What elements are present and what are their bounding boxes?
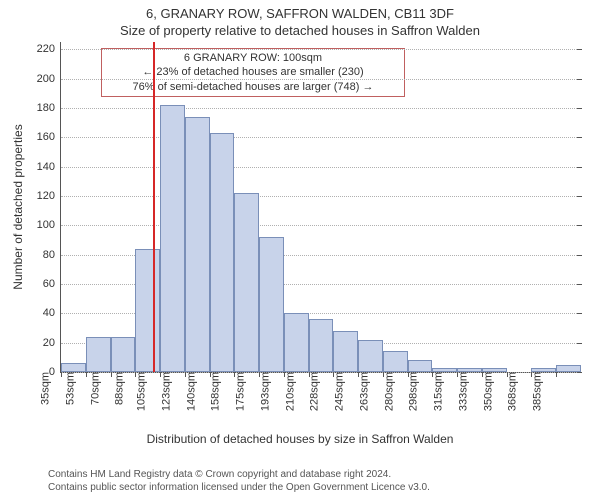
x-tick-label: 315sqm — [431, 372, 445, 411]
plot-area: 6 GRANARY ROW: 100sqm ← 23% of detached … — [60, 42, 581, 373]
x-tick-label: 123sqm — [158, 372, 172, 411]
chart-title-2: Size of property relative to detached ho… — [0, 23, 600, 38]
y-axis-label: Number of detached properties — [11, 107, 25, 307]
x-tick-label: 210sqm — [282, 372, 296, 411]
y-tick-mark — [577, 49, 582, 50]
x-tick-label: 35sqm — [37, 372, 51, 405]
histogram-bar — [259, 237, 284, 372]
x-tick-label: 245sqm — [332, 372, 346, 411]
y-tick-mark — [577, 137, 582, 138]
x-tick-label: 88sqm — [112, 372, 126, 405]
x-tick-label: 193sqm — [257, 372, 271, 411]
histogram-bar — [86, 337, 111, 372]
y-tick-mark — [577, 196, 582, 197]
x-tick-label: 263sqm — [356, 372, 370, 411]
x-tick-label: 385sqm — [530, 372, 544, 411]
histogram-bar — [333, 331, 358, 372]
histogram-bar — [111, 337, 136, 372]
y-tick-label: 140 — [37, 161, 61, 173]
chart-container: 6, GRANARY ROW, SAFFRON WALDEN, CB11 3DF… — [0, 0, 600, 500]
gridline — [61, 225, 581, 226]
y-tick-mark — [577, 372, 582, 373]
gridline — [61, 108, 581, 109]
gridline — [61, 79, 581, 80]
y-tick-label: 180 — [37, 102, 61, 114]
histogram-bar — [383, 351, 408, 372]
annotation-box: 6 GRANARY ROW: 100sqm ← 23% of detached … — [101, 48, 405, 97]
x-tick-label: 368sqm — [505, 372, 519, 411]
y-tick-mark — [577, 108, 582, 109]
y-tick-label: 120 — [37, 190, 61, 202]
y-tick-label: 200 — [37, 73, 61, 85]
x-tick-mark — [556, 372, 557, 377]
x-tick-label: 105sqm — [133, 372, 147, 411]
y-tick-mark — [577, 343, 582, 344]
x-tick-label: 350sqm — [480, 372, 494, 411]
x-axis-label: Distribution of detached houses by size … — [0, 432, 600, 446]
footer-line-2: Contains public sector information licen… — [48, 481, 430, 494]
histogram-bar — [61, 363, 86, 372]
reference-line — [153, 42, 155, 372]
annotation-line-3: 76% of semi-detached houses are larger (… — [108, 80, 398, 94]
y-tick-mark — [577, 313, 582, 314]
histogram-bar — [358, 340, 383, 372]
histogram-bar — [135, 249, 160, 372]
x-tick-label: 175sqm — [233, 372, 247, 411]
y-tick-mark — [577, 225, 582, 226]
y-tick-mark — [577, 79, 582, 80]
y-tick-mark — [577, 255, 582, 256]
histogram-bar — [556, 365, 581, 372]
x-tick-label: 280sqm — [381, 372, 395, 411]
y-tick-label: 100 — [37, 219, 61, 231]
y-tick-mark — [577, 284, 582, 285]
gridline — [61, 137, 581, 138]
chart-title-1: 6, GRANARY ROW, SAFFRON WALDEN, CB11 3DF — [0, 6, 600, 21]
gridline — [61, 167, 581, 168]
y-tick-label: 220 — [37, 43, 61, 55]
x-tick-label: 158sqm — [208, 372, 222, 411]
annotation-line-1: 6 GRANARY ROW: 100sqm — [108, 51, 398, 65]
x-tick-label: 333sqm — [455, 372, 469, 411]
y-tick-label: 40 — [43, 307, 61, 319]
x-tick-label: 70sqm — [87, 372, 101, 405]
y-tick-label: 20 — [43, 337, 61, 349]
histogram-bar — [234, 193, 259, 372]
histogram-bar — [210, 133, 235, 372]
y-tick-label: 80 — [43, 249, 61, 261]
gridline — [61, 196, 581, 197]
x-tick-label: 228sqm — [307, 372, 321, 411]
histogram-bar — [309, 319, 334, 372]
x-tick-label: 298sqm — [406, 372, 420, 411]
footer: Contains HM Land Registry data © Crown c… — [48, 468, 430, 494]
histogram-bar — [185, 117, 210, 372]
y-tick-label: 60 — [43, 278, 61, 290]
histogram-bar — [408, 360, 433, 372]
histogram-bar — [284, 313, 309, 372]
y-tick-mark — [577, 167, 582, 168]
y-tick-label: 160 — [37, 131, 61, 143]
footer-line-1: Contains HM Land Registry data © Crown c… — [48, 468, 430, 481]
histogram-bar — [160, 105, 185, 372]
gridline — [61, 49, 581, 50]
x-tick-label: 140sqm — [183, 372, 197, 411]
annotation-line-2: ← 23% of detached houses are smaller (23… — [108, 65, 398, 79]
x-tick-label: 53sqm — [62, 372, 76, 405]
